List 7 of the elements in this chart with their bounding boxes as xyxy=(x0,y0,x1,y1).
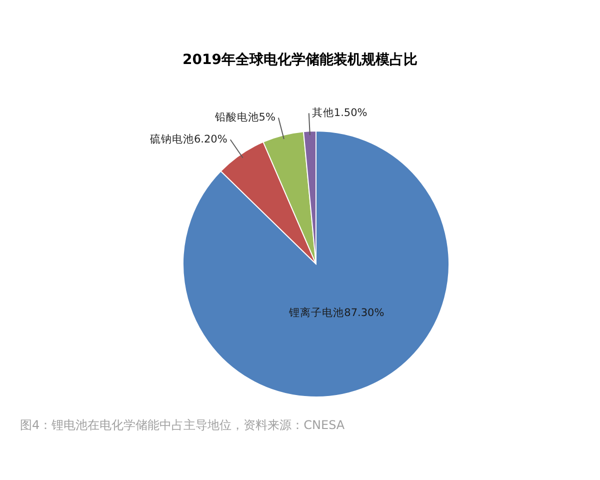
caption: 图4：锂电池在电化学储能中占主导地位，资料来源：CNESA xyxy=(20,418,346,432)
pie-slice xyxy=(182,130,450,398)
slice-label: 其他1.50% xyxy=(312,106,368,120)
slice-label: 铅酸电池5% xyxy=(214,110,276,124)
slice-label: 锂离子电池87.30% xyxy=(288,306,384,320)
chart-title: 2019年全球电化学储能装机规模占比 xyxy=(182,52,418,68)
slice-label: 硫钠电池6.20% xyxy=(150,132,228,146)
